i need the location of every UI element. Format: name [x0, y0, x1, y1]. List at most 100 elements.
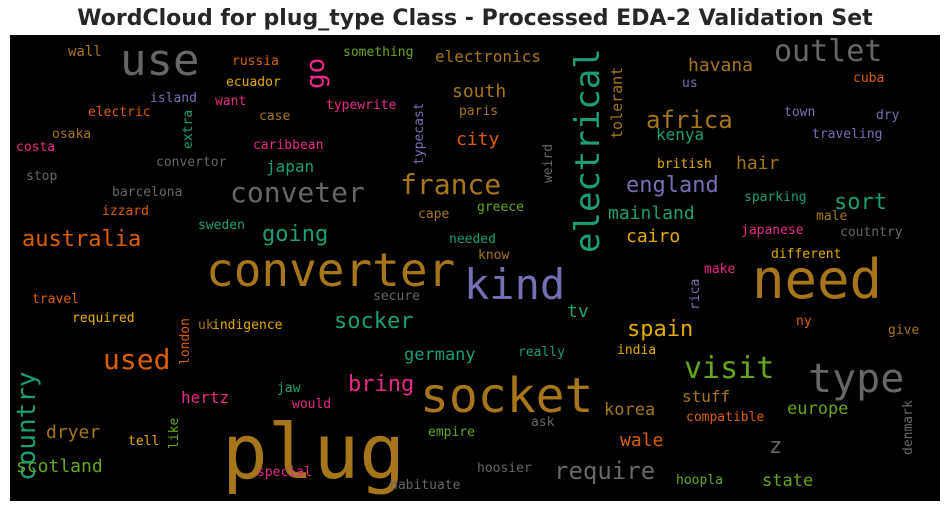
word-need: need [752, 248, 883, 311]
word-would: would [292, 397, 332, 412]
word-case: case [259, 109, 291, 124]
word-require: require [554, 457, 656, 485]
word-know: know [478, 248, 510, 263]
word-scotland: scotland [16, 456, 103, 477]
word-different: different [771, 247, 842, 262]
word-bring: bring [348, 372, 415, 397]
word-korea: korea [604, 400, 656, 420]
word-something: something [343, 45, 414, 60]
word-electronics: electronics [435, 47, 541, 66]
word-empire: empire [428, 425, 475, 440]
word-africa: africa [646, 106, 733, 134]
word-izzard: izzard [102, 204, 149, 219]
word-greece: greece [477, 200, 524, 215]
word-japanese: japanese [741, 223, 804, 238]
word-tolerant: tolerant [608, 66, 626, 139]
word-stop: stop [26, 169, 58, 184]
word-plug: plug [222, 407, 406, 496]
word-dry: dry [876, 108, 900, 123]
word-wall: wall [68, 44, 102, 60]
chart-title: WordCloud for plug_type Class - Processe… [77, 6, 873, 31]
word-spain: spain [627, 317, 694, 342]
word-make: make [704, 262, 736, 277]
word-wale: wale [620, 430, 664, 451]
word-compatible: compatible [686, 410, 765, 425]
word-caribbean: caribbean [253, 138, 324, 153]
word-ny: ny [796, 314, 812, 329]
word-europe: europe [787, 399, 849, 419]
word-type: type [808, 356, 905, 402]
word-hoosier: hoosier [477, 461, 532, 476]
word-convertor: convertor [156, 155, 227, 170]
word-want: want [215, 94, 247, 109]
word-socker: socker [334, 309, 414, 334]
word-india: india [617, 343, 657, 358]
word-barcelona: barcelona [112, 185, 183, 200]
word-dryer: dryer [46, 422, 101, 443]
word-conveter: conveter [230, 176, 365, 209]
word-secure: secure [373, 289, 420, 304]
word-converter: converter [206, 243, 456, 297]
word-kenya: kenya [656, 125, 705, 144]
word-extra: extra [181, 109, 196, 149]
word-electric: electric [88, 105, 151, 120]
word-tv: tv [567, 301, 589, 322]
word-special: special [257, 465, 312, 480]
word-hoopla: hoopla [676, 473, 723, 488]
word-cairo: cairo [626, 226, 681, 247]
word-like: like [167, 417, 182, 449]
word-us: us [682, 76, 698, 91]
word-cloud: plug converter need socket kind use electrical… [10, 35, 940, 501]
word-germany: germany [404, 345, 476, 365]
word-habituate: habituate [390, 478, 461, 493]
word-mainland: mainland [608, 203, 695, 224]
word-france: france [400, 168, 502, 201]
word-russia: russia [232, 54, 279, 69]
word-required: required [72, 311, 135, 326]
word-london: london [178, 318, 193, 365]
word-cape: cape [418, 207, 450, 222]
word-z: z [769, 434, 783, 459]
word-osaka: osaka [52, 127, 92, 142]
word-typewrite: typewrite [326, 98, 397, 113]
word-state: state [762, 471, 814, 491]
word-jaw: jaw [277, 381, 301, 396]
word-indigence: indigence [212, 318, 283, 333]
word-sort: sort [834, 190, 887, 215]
word-cuba: cuba [853, 71, 885, 86]
word-visit: visit [684, 351, 775, 386]
word-travel: travel [32, 292, 79, 307]
word-typecast: typecast [412, 102, 427, 165]
word-japan: japan [266, 157, 315, 176]
word-traveling: traveling [812, 127, 883, 142]
word-ask: ask [531, 415, 555, 430]
word-sweden: sweden [198, 218, 245, 233]
word-stuff: stuff [682, 387, 731, 406]
word-town: town [784, 105, 816, 120]
word-needed: needed [449, 232, 496, 247]
word-hertz: hertz [181, 388, 230, 407]
word-tell: tell [128, 434, 160, 449]
word-socket: socket [420, 368, 594, 424]
word-havana: havana [688, 55, 754, 76]
word-used: used [103, 343, 171, 376]
word-ecuador: ecuador [226, 75, 281, 90]
word-sparking: sparking [744, 190, 807, 205]
word-paris: paris [459, 104, 499, 119]
word-south: south [452, 81, 507, 102]
word-outlet: outlet [774, 35, 883, 69]
word-go: go [301, 57, 331, 89]
word-hair: hair [736, 153, 780, 174]
word-uk: uk [198, 318, 214, 333]
word-city: city [456, 129, 500, 150]
word-british: british [657, 157, 712, 172]
word-coutntry: coutntry [840, 225, 903, 240]
word-weird: weird [541, 143, 556, 183]
word-use: use [120, 35, 200, 86]
word-rica: rica [688, 278, 703, 310]
word-going: going [262, 222, 329, 247]
word-electrical: electrical [568, 48, 608, 253]
word-give: give [888, 323, 920, 338]
word-costa: costa [16, 140, 56, 155]
word-england: england [626, 173, 719, 198]
